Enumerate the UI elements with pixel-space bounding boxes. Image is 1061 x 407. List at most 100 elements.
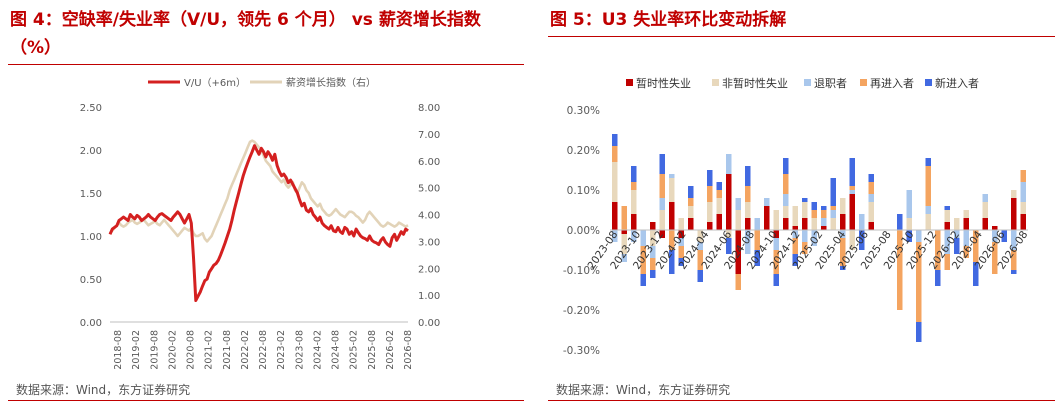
bar-segment: [1011, 250, 1017, 270]
bar-segment: [735, 230, 741, 274]
bar-segment: [621, 234, 627, 254]
bar-segment: [954, 218, 960, 230]
legend-label: 非暂时性失业: [722, 76, 788, 90]
bar-segment: [992, 226, 998, 230]
bar-segment: [688, 218, 694, 230]
bar-segment: [688, 206, 694, 218]
bar-segment: [973, 230, 979, 262]
bar-segment: [811, 210, 817, 218]
bar-segment: [906, 230, 912, 242]
bar-segment: [1011, 198, 1017, 230]
bar-segment: [802, 230, 808, 242]
right-y-tick-label: 1.00: [418, 291, 440, 302]
legend-label: 再进入者: [870, 77, 914, 90]
right-chart-panel: 图 5：U3 失业率环比变动拆解 0.30% 0.20% 0.10% 0.00% -0.…: [540, 0, 1061, 407]
bar-segment: [849, 230, 855, 250]
bar-segment: [792, 226, 798, 230]
bar-segment: [849, 194, 855, 230]
bar-segment: [802, 218, 808, 230]
series-line-wage-growth: [109, 139, 409, 243]
x-tick-label: 2021-08: [222, 330, 233, 370]
bar-segment: [935, 230, 941, 270]
bar-segment: [783, 218, 789, 230]
bar-segment: [811, 230, 817, 246]
bar-segment: [963, 210, 969, 218]
left-y-tick-label: 0.00: [80, 318, 102, 329]
bar-segment: [1011, 270, 1017, 274]
bar-segment: [802, 198, 808, 202]
bar-segment: [764, 198, 770, 206]
bar-segment: [659, 230, 665, 238]
bar-segment: [906, 190, 912, 218]
bar-segment: [954, 238, 960, 254]
left-y-tick-label: 2.50: [80, 103, 102, 114]
bar-segment: [697, 230, 703, 242]
bar-segment: [659, 198, 665, 210]
bar-segment: [868, 182, 874, 194]
bar-segment: [897, 214, 903, 230]
bar-segment: [973, 262, 979, 286]
bar-segment: [678, 230, 684, 238]
bar-segment: [944, 222, 950, 230]
bar-segment: [916, 230, 922, 242]
bar-segment: [944, 206, 950, 210]
right-y-tick-label: 3.00: [418, 237, 440, 248]
bar-segment: [678, 258, 684, 266]
bar-segment: [621, 230, 627, 234]
bar-segment: [792, 206, 798, 226]
bar-segment: [612, 202, 618, 230]
x-tick-label: 2022-08: [258, 330, 269, 370]
bar-segment: [802, 242, 808, 254]
bar-segment: [631, 230, 637, 242]
bar-segment: [1011, 190, 1017, 198]
bar-segment: [678, 218, 684, 230]
x-tick-label: 2019-02: [131, 330, 142, 370]
bar-segment: [783, 158, 789, 174]
bar-segment: [830, 210, 836, 218]
bar-segment: [1020, 214, 1026, 230]
legend-label: 暂时性失业: [636, 76, 691, 90]
bar-segment: [925, 214, 931, 230]
legend-swatch: [712, 79, 719, 86]
bar-segment: [764, 206, 770, 230]
bar-segment: [868, 222, 874, 230]
right-y-tick-label: 7.00: [418, 130, 440, 141]
left-y-tick-label: 1.50: [80, 189, 102, 200]
bar-segment: [745, 230, 751, 254]
left-chart-panel: 图 4：空缺率/失业率（V/U，领先 6 个月） vs 薪资增长指数（%） 2.…: [0, 0, 530, 407]
legend-swatch: [804, 79, 811, 86]
y-tick-label: 0.30%: [567, 105, 600, 117]
bar-segment: [631, 190, 637, 214]
bar-segment: [773, 230, 779, 238]
bar-segment: [707, 186, 713, 202]
bar-segment: [840, 198, 846, 214]
bar-segment: [631, 166, 637, 182]
bar-segment: [659, 174, 665, 198]
bar-segment: [1020, 170, 1026, 182]
bar-segment: [840, 214, 846, 230]
bar-segment: [925, 158, 931, 166]
bar-segment: [697, 270, 703, 282]
bar-segment: [621, 206, 627, 230]
bar-segment: [954, 230, 960, 238]
left-chart-canvas: 2.50 2.00 1.50 1.00 0.50 0.00 8.00 7.00 6.00 5.00…: [80, 76, 441, 370]
bar-segment: [906, 218, 912, 230]
x-tick-label: 2023-02: [276, 330, 287, 370]
bar-segment: [849, 190, 855, 194]
bar-segment: [925, 166, 931, 206]
bar-segment: [640, 274, 646, 286]
right-y-tick-label: 6.00: [418, 157, 440, 168]
bar-segment: [935, 270, 941, 286]
bar-segment: [944, 210, 950, 222]
left-source-note: 数据来源：Wind，东方证券研究: [16, 383, 191, 397]
bar-segment: [1020, 182, 1026, 202]
bar-segment: [669, 250, 675, 274]
right-chart-title: 图 5：U3 失业率环比变动拆解: [550, 10, 787, 30]
bar-segment: [650, 258, 656, 270]
x-tick-label: 2020-02: [167, 330, 178, 370]
legend-label: 退职者: [814, 77, 847, 90]
legend-swatch: [626, 79, 633, 86]
x-tick-label: 2023-08: [294, 330, 305, 370]
bar-segment: [792, 238, 798, 254]
bar-segment: [735, 198, 741, 210]
